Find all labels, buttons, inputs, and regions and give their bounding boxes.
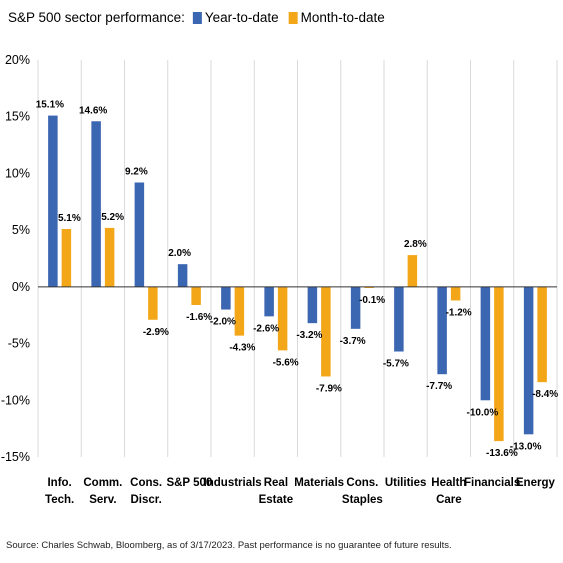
chart-header: S&P 500 sector performance: Year-to-date… (8, 10, 385, 25)
data-label-month-to-date: -0.1% (359, 295, 385, 306)
data-label-month-to-date: -8.4% (532, 389, 558, 400)
category-label: Info. Tech. (45, 477, 74, 506)
category-label: Energy (516, 477, 556, 489)
y-tick-label: -5% (8, 337, 30, 351)
data-label-year-to-date: -3.2% (296, 330, 322, 341)
data-label-month-to-date: -2.9% (143, 327, 169, 338)
y-tick-label: 20% (5, 53, 30, 67)
y-tick-label: -15% (1, 450, 30, 464)
bar-year-to-date (177, 264, 188, 287)
bar-month-to-date (234, 286, 245, 336)
data-label-month-to-date: -4.3% (229, 343, 255, 354)
bar-month-to-date (321, 286, 331, 377)
data-label-year-to-date: 15.1% (36, 100, 64, 111)
data-label-month-to-date: -5.6% (273, 357, 299, 368)
y-axis: 20% 15% 10% 5% 0% -5% -10% -15% (1, 53, 30, 464)
category-gridlines (37, 60, 558, 457)
data-label-month-to-date: -13.6% (486, 448, 518, 459)
bar-year-to-date (307, 286, 318, 324)
category-label: Materials (294, 477, 344, 489)
legend-label-month-to-date: Month-to-date (301, 10, 385, 25)
data-label-month-to-date: 5.1% (58, 213, 81, 224)
data-label-year-to-date: -13.0% (510, 441, 542, 452)
bar-year-to-date (91, 121, 101, 287)
y-tick-label: 5% (12, 223, 30, 237)
chart-title: S&P 500 sector performance: (8, 10, 185, 25)
data-label-year-to-date: 2.0% (168, 248, 191, 259)
bar-month-to-date (148, 286, 158, 320)
bar-month-to-date (450, 286, 461, 301)
category-label: Cons. Staples (342, 477, 383, 506)
category-label: Comm. Serv. (83, 477, 122, 506)
bar-month-to-date (537, 286, 547, 383)
bar-year-to-date (134, 182, 145, 287)
data-labels: 15.1% 14.6% 9.2% 2.0% -2.0% -2.6% -3.2% -3.7% -5… (36, 100, 559, 460)
data-label-year-to-date: -2.6% (253, 323, 279, 334)
category-label: Health Care (431, 477, 466, 506)
data-label-month-to-date: -1.2% (446, 307, 472, 318)
bar-month-to-date (277, 286, 288, 351)
bar-year-to-date (350, 286, 361, 329)
data-label-month-to-date: -7.9% (316, 383, 342, 394)
category-label: Utilities (385, 477, 427, 489)
bar-year-to-date (437, 286, 447, 375)
source-note: Source: Charles Schwab, Bloomberg, as of… (6, 540, 452, 551)
bar-year-to-date (394, 286, 404, 352)
legend-swatch-year-to-date (192, 12, 202, 24)
bar-month-to-date (494, 286, 504, 442)
bar-year-to-date (221, 286, 231, 310)
bar-month-to-date (407, 255, 418, 287)
data-label-year-to-date: -5.7% (383, 359, 409, 370)
legend-swatch-month-to-date (288, 12, 298, 24)
data-label-month-to-date: -1.6% (186, 312, 212, 323)
bar-month-to-date (61, 229, 72, 287)
data-label-year-to-date: -7.7% (426, 381, 452, 392)
category-label: Financials (464, 477, 520, 489)
bar-month-to-date (104, 227, 115, 287)
bar-month-to-date (191, 286, 201, 306)
data-label-year-to-date: 14.6% (79, 105, 107, 116)
data-label-month-to-date: 5.2% (101, 212, 124, 223)
bar-year-to-date (264, 286, 274, 317)
bar-year-to-date (523, 286, 534, 435)
y-tick-label: 10% (5, 166, 30, 180)
x-axis: Info. Tech. Comm. Serv. Cons. Discr. S&P 500In… (45, 477, 555, 506)
data-label-year-to-date: 9.2% (125, 167, 148, 178)
bar-month-to-date (364, 286, 374, 288)
category-label: Cons. Discr. (130, 477, 162, 506)
y-tick-label: 15% (5, 110, 30, 124)
category-label: Real Estate (259, 477, 294, 506)
y-tick-label: 0% (12, 280, 30, 294)
data-label-year-to-date: -10.0% (467, 407, 499, 418)
bars (48, 115, 547, 442)
category-label: S&P 500 (166, 477, 212, 489)
category-label: Industrials (204, 477, 262, 489)
data-label-year-to-date: -3.7% (340, 336, 366, 347)
bar-year-to-date (480, 286, 491, 401)
y-tick-label: -10% (1, 393, 30, 407)
bar-year-to-date (48, 115, 58, 287)
data-label-year-to-date: -2.0% (210, 317, 236, 328)
legend-label-year-to-date: Year-to-date (205, 10, 279, 25)
data-label-month-to-date: 2.8% (404, 239, 427, 250)
